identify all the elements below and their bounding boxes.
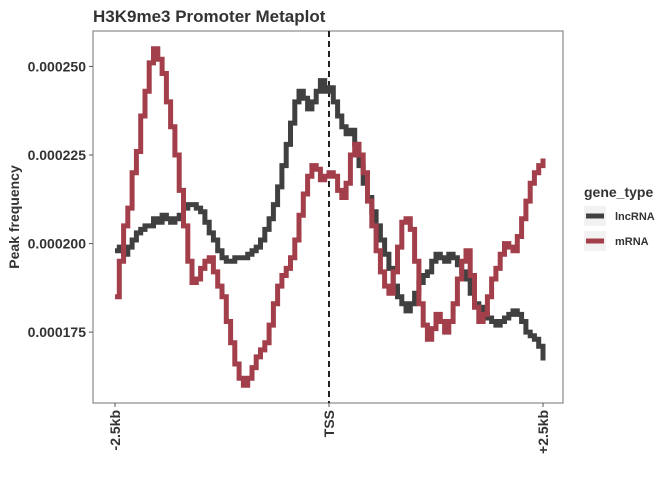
legend-title: gene_type (584, 184, 653, 200)
y-tick-label: 0.000250 (28, 58, 87, 74)
x-tick-label: +2.5kb (535, 410, 551, 454)
y-tick-label: 0.000225 (28, 147, 87, 163)
y-tick-label: 0.000175 (28, 324, 87, 340)
y-tick-label: 0.000200 (28, 236, 87, 252)
chart-title: H3K9me3 Promoter Metaplot (93, 7, 326, 26)
y-axis-label: Peak frequency (6, 165, 22, 269)
y-axis: 0.000175 0.000200 0.000225 0.000250 (28, 58, 93, 340)
legend-label: mRNA (615, 236, 649, 248)
legend: gene_type lncRNA mRNA (584, 184, 655, 251)
x-axis: -2.5kb TSS +2.5kb (107, 403, 551, 454)
series-lines (115, 46, 546, 388)
legend-label: lncRNA (615, 211, 655, 223)
x-tick-label: TSS (321, 410, 337, 437)
x-tick-label: -2.5kb (107, 410, 123, 450)
series-line-mrna (115, 46, 546, 388)
